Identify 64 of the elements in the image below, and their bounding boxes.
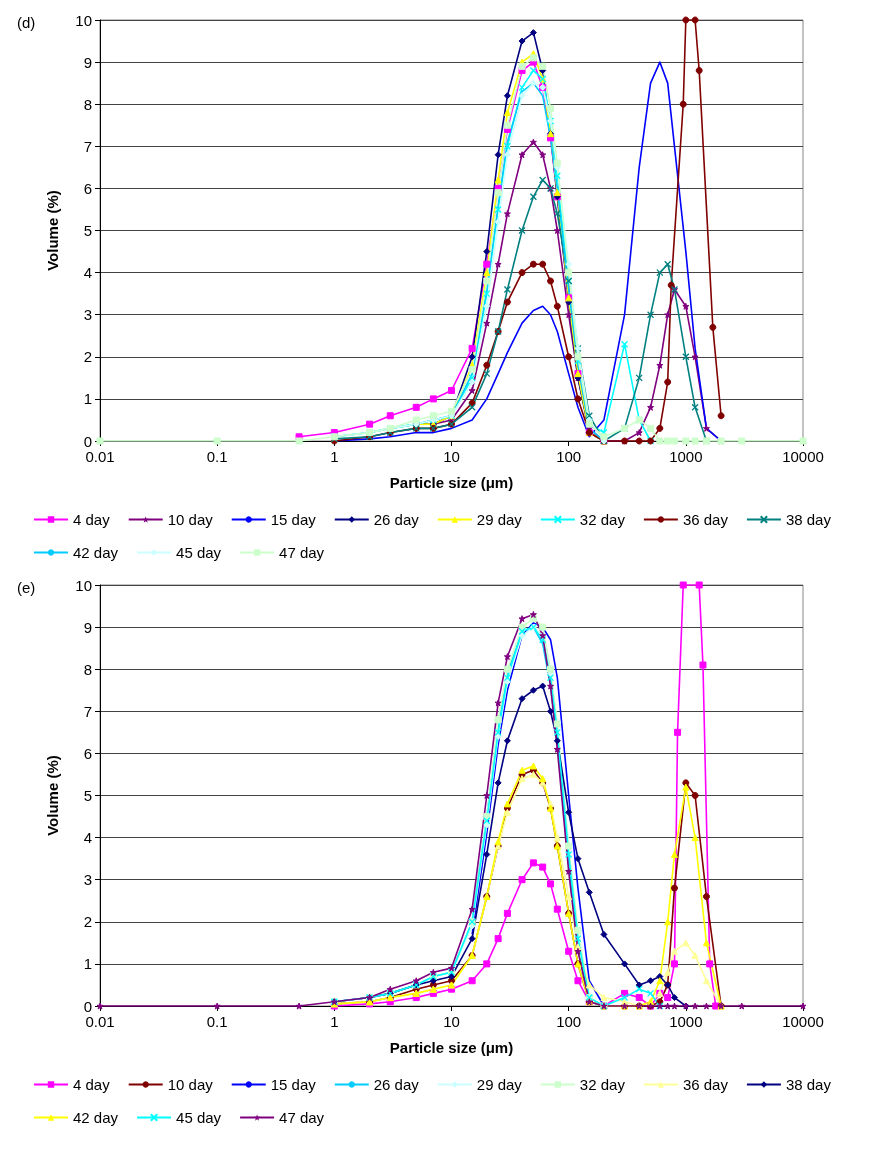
legend-label: 38 day — [785, 511, 832, 528]
legend-label: 32 day — [579, 1076, 626, 1093]
y-tick-label: 10 — [75, 576, 92, 594]
legend-label: 45 day — [176, 544, 222, 561]
y-tick-label: 1 — [83, 955, 92, 973]
legend-label: 42 day — [73, 544, 119, 561]
x-tick-label: 1000 — [669, 1013, 703, 1030]
legend-label: 10 day — [167, 1076, 214, 1093]
x-tick-label: 10000 — [782, 1013, 824, 1030]
legend-label: 32 day — [579, 511, 626, 528]
chart-title: (d) — [17, 14, 36, 31]
legend-label: 4 day — [73, 511, 111, 528]
x-tick-label: 0.01 — [85, 448, 115, 465]
legend-label: 42 day — [73, 1109, 119, 1126]
y-tick-label: 2 — [83, 913, 92, 931]
legend-label: 47 day — [279, 1109, 325, 1126]
x-tick-label: 1 — [330, 448, 339, 465]
y-tick-label: 7 — [83, 702, 92, 720]
y-tick-label: 6 — [83, 179, 92, 197]
x-tick-label: 0.1 — [206, 1013, 228, 1030]
legend-label: 36 day — [682, 511, 729, 528]
y-axis-title: Volume (%) — [44, 190, 61, 271]
x-tick-label: 10 — [443, 448, 460, 465]
legend-label: 29 day — [476, 511, 523, 528]
x-tick-label: 10 — [443, 1013, 460, 1030]
x-axis-title: Particle size (μm) — [389, 474, 514, 491]
y-tick-label: 8 — [83, 95, 92, 113]
x-tick-label: 100 — [556, 448, 582, 465]
y-tick-label: 9 — [83, 53, 92, 71]
legend-label: 29 day — [476, 1076, 523, 1093]
y-tick-label: 4 — [83, 264, 92, 282]
legend-label: 10 day — [167, 511, 214, 528]
legend-label: 38 day — [785, 1076, 832, 1093]
legend-label: 47 day — [279, 544, 325, 561]
x-tick-label: 1000 — [669, 448, 703, 465]
x-tick-label: 1 — [330, 1013, 339, 1030]
chart-title: (e) — [17, 579, 36, 596]
y-tick-label: 1 — [83, 390, 92, 408]
y-axis-title: Volume (%) — [44, 755, 61, 836]
legend-label: 4 day — [73, 1076, 111, 1093]
y-tick-label: 2 — [83, 348, 92, 366]
x-tick-label: 100 — [556, 1013, 582, 1030]
y-tick-label: 9 — [83, 618, 92, 636]
y-tick-label: 6 — [83, 744, 92, 762]
y-tick-label: 10 — [75, 11, 92, 29]
y-tick-label: 4 — [83, 829, 92, 847]
x-tick-label: 0.01 — [85, 1013, 115, 1030]
y-tick-label: 8 — [83, 660, 92, 678]
legend-label: 36 day — [682, 1076, 729, 1093]
legend-label: 45 day — [176, 1109, 222, 1126]
y-tick-label: 3 — [83, 306, 92, 324]
y-tick-label: 0 — [83, 432, 92, 450]
x-axis-title: Particle size (μm) — [389, 1039, 514, 1056]
y-tick-label: 3 — [83, 871, 92, 889]
y-tick-label: 7 — [83, 137, 92, 155]
legend-label: 26 day — [373, 1076, 420, 1093]
legend-label: 15 day — [270, 1076, 317, 1093]
y-tick-label: 0 — [83, 997, 92, 1015]
x-tick-label: 0.1 — [206, 448, 228, 465]
x-tick-label: 10000 — [782, 448, 824, 465]
y-tick-label: 5 — [83, 222, 92, 239]
y-tick-label: 5 — [83, 787, 92, 804]
legend-label: 26 day — [373, 511, 420, 528]
legend-label: 15 day — [270, 511, 317, 528]
